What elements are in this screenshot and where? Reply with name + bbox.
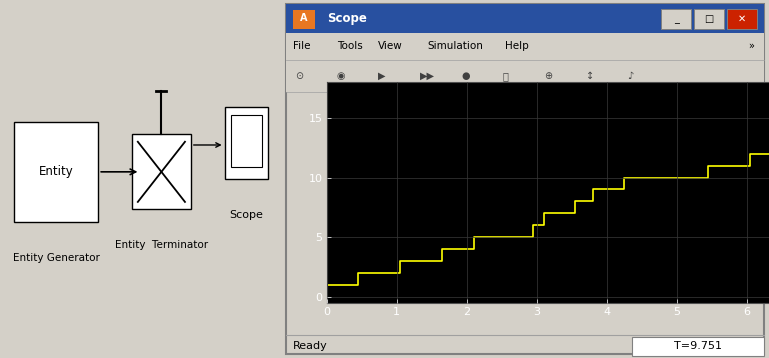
Bar bbox=[661, 9, 691, 29]
Text: Entity Generator: Entity Generator bbox=[13, 253, 99, 263]
Bar bbox=[285, 4, 764, 33]
Text: ⧉: ⧉ bbox=[503, 71, 509, 81]
Text: A: A bbox=[301, 13, 308, 23]
Text: File: File bbox=[293, 41, 311, 51]
Text: Scope: Scope bbox=[327, 12, 367, 25]
Text: Help: Help bbox=[505, 41, 529, 51]
Text: ⊕: ⊕ bbox=[544, 71, 552, 81]
Text: View: View bbox=[378, 41, 403, 51]
Text: »: » bbox=[748, 41, 754, 51]
Bar bbox=[132, 134, 191, 209]
Text: Ready: Ready bbox=[293, 342, 328, 351]
Text: ◉: ◉ bbox=[337, 71, 345, 81]
Bar bbox=[285, 33, 764, 60]
Bar bbox=[632, 337, 764, 356]
Text: Simulation: Simulation bbox=[428, 41, 483, 51]
Bar bbox=[225, 107, 268, 179]
Text: ✕: ✕ bbox=[737, 14, 746, 24]
Text: _: _ bbox=[674, 14, 679, 24]
Text: ↕: ↕ bbox=[586, 71, 594, 81]
Text: Tools: Tools bbox=[337, 41, 363, 51]
Bar bbox=[231, 115, 262, 167]
Text: Entity  Terminator: Entity Terminator bbox=[115, 240, 208, 250]
Bar bbox=[293, 10, 315, 29]
Bar bbox=[694, 9, 724, 29]
Text: T=9.751: T=9.751 bbox=[674, 342, 722, 351]
Text: ▶: ▶ bbox=[378, 71, 386, 81]
Text: ⊙: ⊙ bbox=[295, 71, 304, 81]
Text: ♪: ♪ bbox=[628, 71, 634, 81]
Text: Scope: Scope bbox=[229, 210, 263, 220]
Text: ●: ● bbox=[461, 71, 470, 81]
Text: Entity: Entity bbox=[38, 165, 74, 178]
Text: □: □ bbox=[704, 14, 714, 24]
Text: ▶▶: ▶▶ bbox=[420, 71, 434, 81]
Bar bbox=[14, 122, 98, 222]
Bar bbox=[727, 9, 757, 29]
Bar bbox=[285, 60, 764, 92]
